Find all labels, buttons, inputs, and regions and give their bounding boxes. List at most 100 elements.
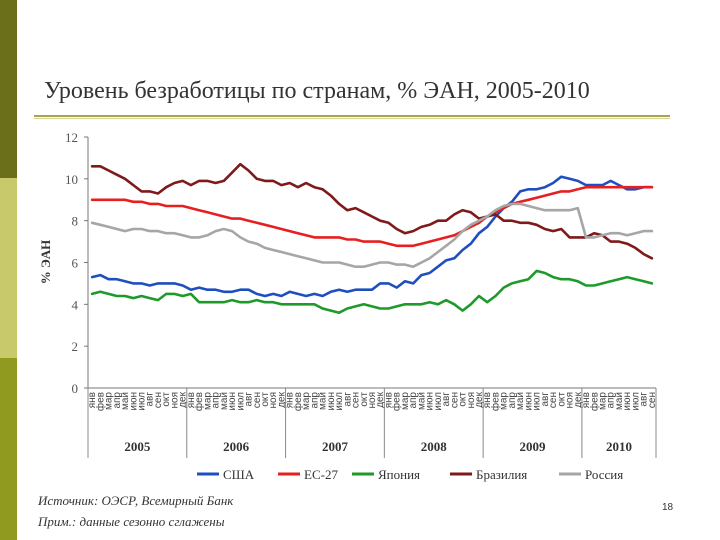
x-tick-label-month: янв: [383, 392, 394, 408]
legend-label: ЕС-27: [304, 467, 338, 482]
x-tick-label-month: дек: [375, 391, 386, 407]
y-tick-label: 2: [72, 339, 79, 354]
x-tick-label-month: ноя: [169, 392, 180, 409]
x-tick-label-month: мар: [202, 392, 213, 410]
x-tick-label-month: май: [318, 392, 329, 410]
x-tick-label-month: июл: [334, 392, 345, 411]
x-tick-label-month: ноя: [565, 392, 576, 409]
y-tick-label: 12: [65, 130, 78, 145]
decor-band-top: [0, 0, 17, 178]
x-tick-label-month: май: [515, 392, 526, 410]
title-underline: [34, 115, 670, 117]
x-tick-label-month: апр: [309, 392, 320, 409]
y-tick-label: 10: [65, 172, 78, 187]
x-tick-label-month: окт: [161, 392, 172, 407]
title-underline-thin: [34, 118, 670, 119]
year-label: 2010: [606, 439, 632, 454]
x-tick-label-month: дек: [474, 391, 485, 407]
y-tick-label: 8: [72, 214, 79, 229]
x-tick-label-month: май: [614, 392, 625, 410]
x-tick-label-month: мар: [499, 392, 510, 410]
x-tick-label-month: июл: [630, 392, 641, 411]
slide-title: Уровень безработицы по странам, % ЭАН, 2…: [44, 78, 590, 104]
x-tick-label-month: июн: [622, 392, 633, 411]
x-tick-label-month: июл: [137, 392, 148, 411]
series-line-2: [90, 185, 654, 248]
x-tick-label-month: янв: [581, 392, 592, 408]
x-tick-label-month: фев: [292, 392, 304, 411]
x-tick-label-month: окт: [260, 392, 271, 407]
x-tick-label-month: янв: [186, 392, 197, 408]
x-tick-label-month: май: [219, 392, 230, 410]
x-tick-label-month: апр: [408, 392, 419, 409]
smoothing-note: Прим.: данные сезонно сглажены: [38, 514, 225, 529]
x-tick-label-month: авг: [244, 392, 255, 407]
x-tick-label-month: июл: [235, 392, 246, 411]
x-tick-label-month: май: [120, 392, 131, 410]
x-tick-label-month: янв: [285, 392, 296, 408]
x-tick-label-month: авг: [540, 392, 551, 407]
source-text: Источник: ОЭСР, Всемирный Банк: [38, 493, 234, 508]
x-tick-label-month: янв: [87, 392, 98, 408]
decor-band-middle: [0, 178, 17, 358]
x-tick-label-month: май: [416, 392, 427, 410]
x-tick-label-month: сен: [153, 392, 164, 408]
x-tick-label-month: дек: [276, 391, 287, 407]
x-tick-label-month: ноя: [466, 392, 477, 409]
x-tick-label-month: фев: [588, 392, 600, 411]
x-tick-label-month: мар: [400, 392, 411, 410]
x-tick-label-month: окт: [359, 392, 370, 407]
x-tick-label-month: мар: [301, 392, 312, 410]
x-tick-label-month: июн: [523, 392, 534, 411]
x-tick-label-month: июл: [532, 392, 543, 411]
y-tick-label: 0: [72, 381, 79, 396]
y-axis-title: % ЭАН: [38, 240, 53, 285]
x-tick-label-month: дек: [573, 391, 584, 407]
x-tick-label-month: сен: [548, 392, 559, 408]
series-line-1: [90, 175, 654, 298]
x-tick-label-month: апр: [112, 392, 123, 409]
year-label: 2005: [124, 439, 151, 454]
x-tick-label-month: ноя: [367, 392, 378, 409]
x-tick-label-month: ноя: [268, 392, 279, 409]
x-tick-label-month: июн: [425, 392, 436, 411]
x-tick-label-month: апр: [211, 392, 222, 409]
x-tick-label-month: авг: [342, 392, 353, 407]
x-tick-label-month: авг: [441, 392, 452, 407]
year-label: 2006: [223, 439, 250, 454]
year-label: 2007: [322, 439, 349, 454]
x-tick-label-month: авг: [145, 392, 156, 407]
x-tick-label-month: июн: [128, 392, 139, 411]
legend-label: Бразилия: [476, 467, 527, 482]
legend-label: Россия: [585, 467, 623, 482]
x-tick-label-month: окт: [458, 392, 469, 407]
year-label: 2008: [421, 439, 448, 454]
x-tick-label-month: фев: [391, 392, 403, 411]
x-tick-label-month: июн: [227, 392, 238, 411]
x-tick-label-month: сен: [647, 392, 658, 408]
series-line-3: [90, 269, 654, 315]
legend-label: США: [223, 467, 255, 482]
series-line-4: [90, 162, 654, 260]
x-tick-label-month: сен: [252, 392, 263, 408]
x-tick-label-month: фев: [193, 392, 205, 411]
x-tick-label-month: фев: [94, 392, 106, 411]
page-number: 18: [662, 502, 674, 513]
series-line-5: [90, 202, 654, 269]
x-tick-label-month: окт: [556, 392, 567, 407]
x-tick-label-month: янв: [482, 392, 493, 408]
x-tick-label-month: авг: [639, 392, 650, 407]
y-tick-label: 6: [72, 256, 79, 271]
x-tick-label-month: апр: [606, 392, 617, 409]
x-tick-label-month: фев: [489, 392, 501, 411]
x-tick-label-month: апр: [507, 392, 518, 409]
x-tick-label-month: июн: [326, 392, 337, 411]
x-tick-label-month: сен: [449, 392, 460, 408]
x-tick-label-month: сен: [351, 392, 362, 408]
x-tick-label-month: дек: [178, 391, 189, 407]
x-tick-label-month: июл: [433, 392, 444, 411]
x-tick-label-month: мар: [597, 392, 608, 410]
decor-band-bottom: [0, 358, 17, 540]
year-label: 2009: [520, 439, 547, 454]
